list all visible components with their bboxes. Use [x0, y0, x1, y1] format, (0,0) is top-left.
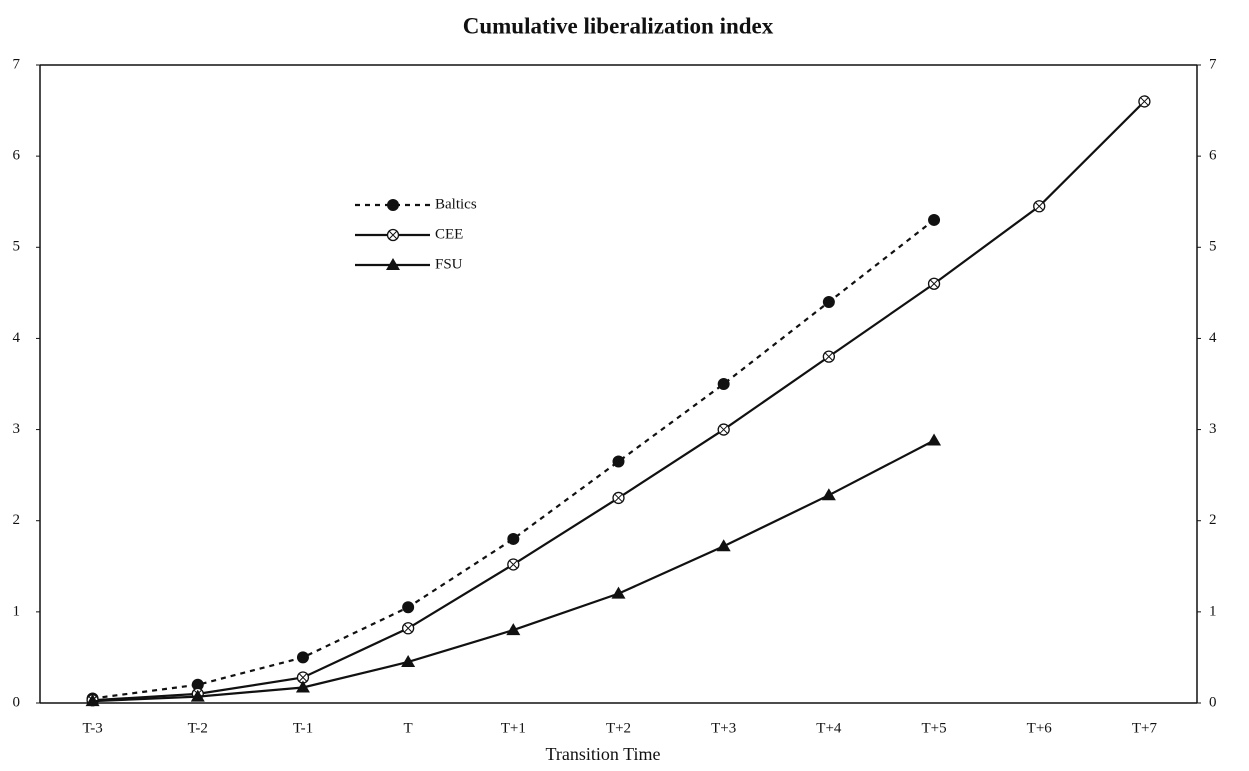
y2-tick-label: 5 — [1209, 239, 1217, 255]
legend-label: FSU — [435, 256, 463, 272]
marker-hatch — [719, 425, 728, 434]
y-tick-label: 0 — [13, 694, 21, 710]
x-tick-label: T+7 — [1132, 720, 1158, 736]
x-tick-label: T-1 — [293, 720, 313, 736]
y2-tick-label: 1 — [1209, 603, 1217, 619]
marker — [191, 678, 204, 691]
series-line — [92, 219, 935, 700]
y-tick-label: 4 — [13, 330, 21, 346]
marker — [822, 350, 836, 363]
legend-label: Baltics — [435, 196, 477, 212]
y-tick-label: 6 — [13, 148, 21, 164]
x-tick-label: T+6 — [1027, 720, 1053, 736]
marker — [611, 586, 626, 599]
marker-hatch — [614, 494, 623, 502]
x-tick-label: T-2 — [188, 720, 208, 736]
marker — [401, 622, 415, 635]
marker-hatch — [930, 279, 938, 288]
marker-hatch — [389, 231, 397, 239]
x-tick-label: T — [404, 720, 413, 736]
marker — [717, 423, 730, 436]
legend-label: CEE — [435, 226, 463, 242]
marker — [296, 651, 309, 664]
series-line — [92, 439, 935, 703]
marker — [507, 532, 520, 545]
marker-hatch — [825, 352, 833, 361]
y-tick-label: 2 — [13, 512, 21, 528]
marker — [190, 689, 205, 702]
x-tick-label: T+2 — [606, 720, 631, 736]
y2-tick-label: 7 — [1209, 56, 1217, 72]
marker — [821, 488, 836, 501]
marker — [386, 228, 400, 242]
marker — [295, 680, 310, 693]
marker — [927, 433, 942, 446]
chart-title: Cumulative liberalization index — [463, 13, 774, 38]
marker — [1033, 200, 1046, 213]
marker — [507, 558, 520, 571]
x-tick-label: T-3 — [82, 720, 102, 736]
marker — [1138, 95, 1151, 108]
marker-hatch — [509, 560, 518, 569]
y2-tick-label: 2 — [1209, 512, 1217, 528]
y2-tick-label: 4 — [1209, 330, 1217, 346]
marker — [506, 623, 521, 636]
y-tick-label: 1 — [13, 603, 21, 619]
marker — [716, 539, 731, 552]
series-line — [92, 100, 1146, 702]
marker-hatch — [404, 624, 412, 633]
marker — [928, 213, 941, 226]
marker — [402, 601, 415, 614]
marker — [927, 277, 941, 290]
marker — [386, 258, 400, 270]
marker-hatch — [1140, 97, 1149, 106]
x-tick-label: T+4 — [816, 720, 842, 736]
marker — [612, 455, 625, 468]
marker — [822, 295, 835, 308]
marker — [85, 694, 100, 707]
y2-tick-label: 3 — [1209, 421, 1217, 437]
y-tick-label: 5 — [13, 239, 21, 255]
y2-tick-label: 0 — [1209, 694, 1217, 710]
x-tick-label: T+3 — [711, 720, 736, 736]
marker — [612, 491, 625, 505]
marker — [717, 378, 730, 390]
marker-hatch — [299, 673, 307, 682]
x-tick-label: T+1 — [501, 720, 526, 736]
x-tick-label: T+5 — [921, 720, 946, 736]
y-tick-label: 7 — [13, 56, 21, 72]
marker — [387, 199, 399, 211]
x-axis-label: Transition Time — [546, 744, 661, 764]
marker-hatch — [1035, 202, 1044, 211]
y-tick-label: 3 — [13, 421, 21, 437]
marker — [401, 654, 416, 667]
y2-tick-label: 6 — [1209, 148, 1217, 164]
